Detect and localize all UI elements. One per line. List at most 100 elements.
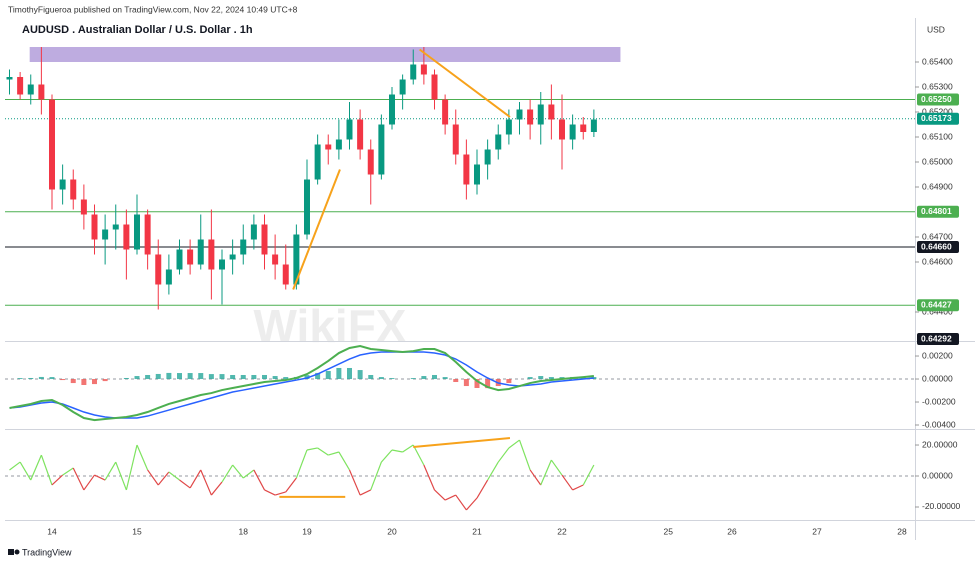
candle-body [559,119,565,140]
candle-body [431,74,438,100]
x-tick-label: 22 [557,526,567,536]
oscillator-segment [147,469,159,486]
oscillator-segment [572,484,584,491]
histogram-bar [102,379,108,382]
histogram-bar [548,377,554,380]
histogram-bar [262,374,267,380]
histogram-bar [336,367,342,380]
histogram-bar [177,373,182,380]
oscillator-segment [210,481,223,496]
candle-body [17,77,24,95]
y-tick-label: 0.64900 [922,181,953,191]
histogram-bar [28,377,34,380]
price-label-bg [917,241,959,253]
candle-body [59,179,66,190]
histogram-bar [240,374,246,380]
oscillator-segment [380,449,393,463]
y-tick-label: 0.00000 [922,470,953,480]
candle-body [346,119,353,140]
candle-body [590,119,597,132]
candle-body [240,239,247,255]
candle-body [505,119,512,135]
oscillator-segment [550,459,563,476]
candle-body [38,84,45,100]
oscillator-segment [476,479,489,499]
oscillator-segment [83,474,95,491]
histogram-bar [60,379,66,381]
x-tick-label: 28 [897,526,907,536]
trend-line [292,169,341,290]
histogram-bar [219,374,225,380]
oscillator-segment [370,461,382,491]
histogram-bar [283,377,289,380]
histogram-bar [442,377,448,380]
oscillator-segment [561,474,574,491]
candle-body [123,224,130,250]
candle-body [49,99,55,190]
oscillator-segment [412,444,425,466]
oscillator-segment [423,464,436,491]
candle-body [548,104,555,120]
y-tick-label: 0.65200 [922,106,953,116]
oscillator-segment [391,449,403,453]
histogram-bar [187,373,193,380]
oscillator-segment [328,451,340,456]
candle-body [155,254,162,285]
oscillator-segment [104,461,117,481]
histogram-bar [357,370,363,380]
price-label: 0.65250 [921,94,952,104]
price-label: 0.64660 [921,241,952,251]
x-tick-label: 27 [812,526,822,536]
histogram-bar [272,376,278,380]
oscillator-segment [285,477,297,493]
trend-line [419,48,511,118]
candle-body [293,234,300,285]
candle-body [102,229,109,240]
histogram-bar [123,377,129,380]
histogram-bar [421,376,427,380]
oscillator-segment [136,444,149,471]
candle-body [537,104,544,125]
oscillator-segment [348,469,361,496]
x-tick-label: 18 [239,526,249,536]
y-tick-label: -20.00000 [922,501,961,511]
oscillator-segment [518,439,531,471]
histogram-bar [432,374,437,380]
oscillator-segment [40,454,53,486]
histogram-bar [410,378,416,380]
candle-body [410,64,417,80]
oscillator-segment [434,489,446,501]
oscillator-segment [179,479,191,489]
candle-body [112,224,119,230]
price-label: 0.64801 [921,206,952,216]
candle-body [208,239,215,270]
histogram-bar [485,379,491,389]
price-label: 0.64427 [921,300,952,310]
candle-body [219,259,225,270]
candle-body [420,64,427,75]
watermark: WikiFX [254,300,407,352]
oscillator-segment [465,497,478,511]
indicator-line [9,344,594,422]
x-tick-label: 26 [727,526,737,536]
y-tick-label: 0.64700 [922,231,953,241]
price-label-bg [917,93,959,106]
candle-body [569,124,576,140]
oscillator-segment [94,474,106,481]
y-tick-label: 0.00000 [922,373,953,383]
oscillator-segment [30,454,42,481]
y-tick-label: 0.65400 [922,56,953,66]
oscillator-segment [72,467,85,491]
candle-body [314,144,321,180]
y-tick-label: 0.64600 [922,256,953,266]
indicator-line [9,351,594,419]
candle-body [304,179,310,235]
candle-body [134,214,140,250]
candle-body [80,199,87,215]
oscillator-segment [317,447,329,456]
candle-body [516,109,523,120]
y-tick-label: -0.00200 [922,396,956,406]
oscillator-segment [221,464,234,483]
price-label: 0.64292 [921,333,952,343]
